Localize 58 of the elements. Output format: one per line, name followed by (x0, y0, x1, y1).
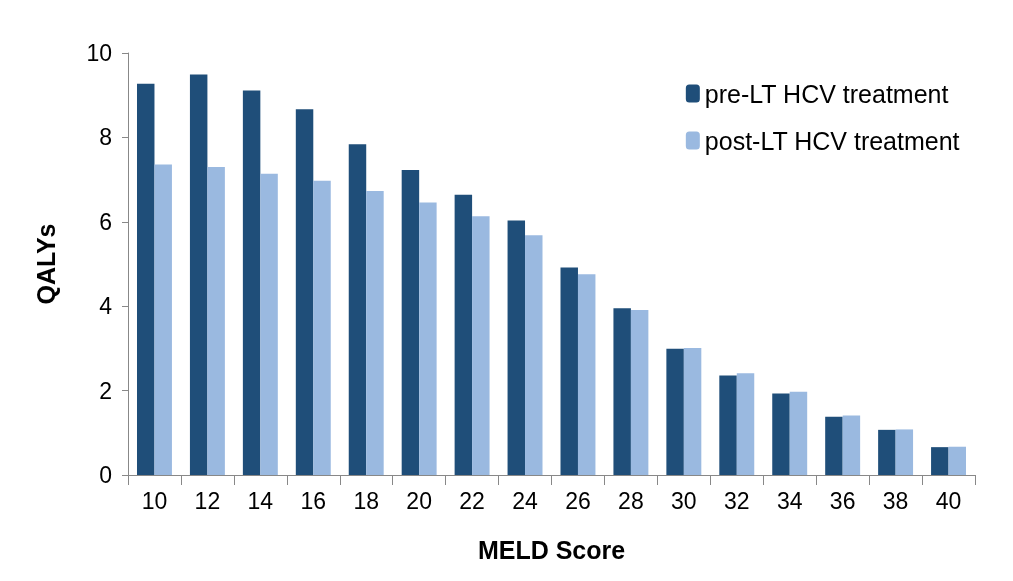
bar (207, 166, 225, 475)
bar (842, 415, 861, 475)
bar (295, 109, 314, 475)
x-tick-label: 32 (723, 487, 750, 514)
bar (313, 180, 331, 475)
x-tick-label: 30 (671, 487, 697, 514)
bar (525, 235, 543, 475)
bar (577, 274, 596, 475)
bar (154, 164, 172, 475)
x-tick-label: 16 (300, 487, 327, 514)
x-tick-label: 40 (935, 487, 962, 514)
x-tick-label: 14 (247, 487, 274, 514)
bar (242, 90, 261, 475)
bar (401, 169, 420, 475)
bar (630, 310, 649, 475)
y-tick-label: 4 (99, 293, 113, 320)
bar (736, 373, 755, 475)
bar (454, 194, 473, 475)
bar (507, 220, 526, 475)
bar (666, 348, 684, 475)
bar (472, 216, 490, 475)
x-tick-label: 20 (406, 487, 432, 514)
bar (878, 429, 896, 475)
x-tick-label: 24 (512, 487, 539, 514)
x-tick-label: 38 (882, 487, 909, 514)
bar (137, 83, 155, 475)
bar (348, 144, 367, 475)
x-tick-label: 28 (618, 487, 644, 514)
legend-label: post-LT HCV treatment (704, 126, 960, 155)
y-tick-label: 10 (86, 40, 112, 66)
bar (189, 74, 208, 475)
bar (419, 202, 437, 475)
y-axis-title: QALYs (31, 223, 60, 305)
x-tick-label: 10 (141, 487, 168, 514)
bar (931, 447, 949, 475)
bar (772, 393, 790, 475)
x-tick-label: 36 (829, 487, 856, 514)
y-tick-label: 2 (99, 377, 112, 404)
y-tick-label: 6 (99, 208, 112, 235)
bar (366, 190, 384, 475)
bar (719, 375, 737, 475)
bar (789, 391, 808, 475)
bar (948, 446, 966, 475)
x-tick-label: 34 (776, 487, 803, 514)
bar (260, 173, 278, 475)
x-tick-label: 18 (353, 487, 380, 514)
y-tick-label: 0 (99, 462, 112, 488)
y-tick-label: 8 (99, 124, 112, 151)
bar (613, 308, 631, 475)
bar (683, 347, 702, 475)
bar (560, 267, 578, 475)
bar (825, 416, 843, 475)
legend-label: pre-LT HCV treatment (704, 79, 949, 108)
bar (895, 429, 914, 475)
x-tick-label: 22 (459, 487, 485, 514)
x-axis-title: MELD Score (477, 535, 626, 564)
x-tick-label: 12 (194, 487, 221, 514)
x-tick-label: 26 (565, 487, 591, 514)
